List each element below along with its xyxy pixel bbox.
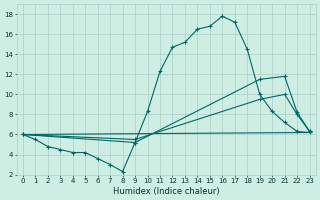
X-axis label: Humidex (Indice chaleur): Humidex (Indice chaleur) bbox=[113, 187, 220, 196]
